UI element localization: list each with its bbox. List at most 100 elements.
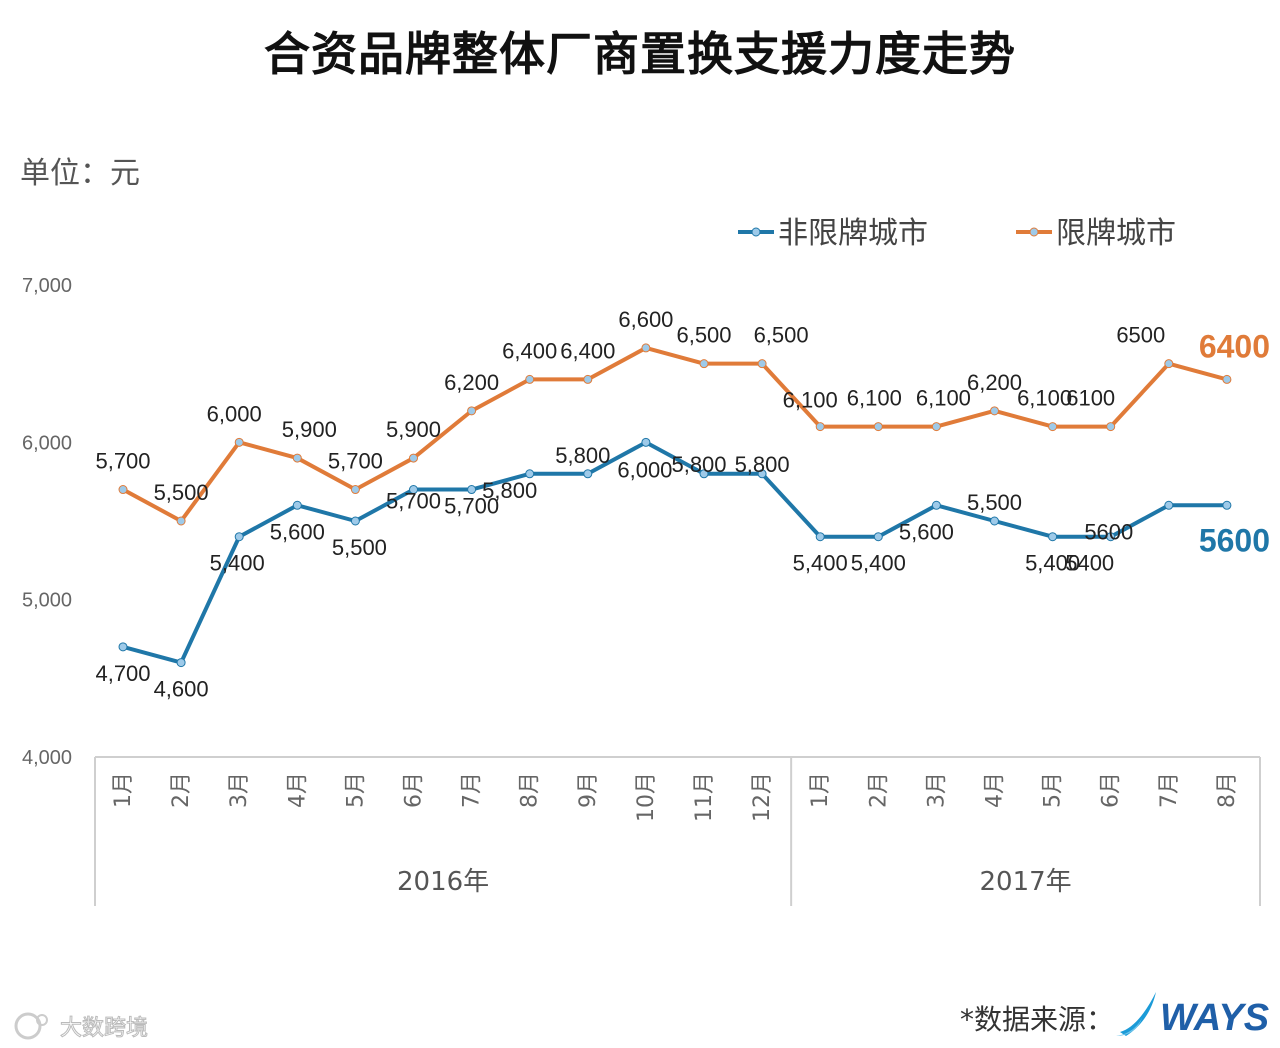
x-tick-label: 6月 — [1099, 772, 1124, 808]
data-point-unrestricted — [1106, 532, 1116, 542]
x-tick-label: 2月 — [169, 772, 194, 808]
data-label-restricted: 5,900 — [386, 417, 441, 442]
data-point-restricted — [815, 422, 825, 432]
data-label-unrestricted: 5,700 — [444, 494, 499, 519]
data-point-restricted — [525, 374, 535, 384]
y-tick-label: 6,000 — [22, 432, 72, 454]
data-label-restricted: 6,500 — [754, 323, 809, 348]
data-label-unrestricted: 5,800 — [671, 452, 726, 477]
data-point-restricted — [292, 453, 302, 463]
data-point-restricted — [234, 437, 244, 447]
legend-marker-unrestricted — [751, 227, 761, 237]
year-group-label: 2017年 — [979, 867, 1071, 897]
data-label-restricted: 5,700 — [95, 449, 150, 474]
data-point-restricted — [873, 422, 883, 432]
data-label-unrestricted: 6,000 — [617, 457, 672, 482]
x-tick-label: 6月 — [402, 772, 427, 808]
data-point-unrestricted — [931, 500, 941, 510]
data-label-restricted: 5,700 — [328, 449, 383, 474]
y-tick-label: 7,000 — [22, 275, 72, 297]
watermark-text: 大数跨境 — [60, 1016, 148, 1041]
final-value-unrestricted: 5600 — [1199, 522, 1270, 558]
data-label-unrestricted: 4,600 — [154, 677, 209, 702]
x-tick-label: 8月 — [1215, 772, 1240, 808]
data-point-unrestricted — [176, 658, 186, 668]
data-label-restricted: 6,100 — [1017, 386, 1072, 411]
data-point-restricted — [757, 359, 767, 369]
data-point-unrestricted — [873, 532, 883, 542]
x-tick-label: 4月 — [983, 772, 1008, 808]
data-point-restricted — [990, 406, 999, 416]
data-label-unrestricted: 5,500 — [332, 535, 387, 560]
data-point-restricted — [1048, 422, 1058, 432]
data-label-unrestricted: 5,700 — [386, 489, 441, 514]
data-label-unrestricted: 5,800 — [735, 452, 790, 477]
data-point-restricted — [118, 485, 128, 495]
data-label-restricted: 6100 — [1066, 386, 1115, 411]
data-label-unrestricted: 5,800 — [555, 443, 610, 468]
x-tick-label: 8月 — [518, 772, 543, 808]
x-tick-label: 2月 — [866, 772, 891, 808]
data-label-restricted: 5,500 — [154, 480, 209, 505]
data-point-unrestricted — [234, 532, 244, 542]
data-label-unrestricted: 5,400 — [793, 551, 848, 576]
data-point-unrestricted — [1048, 532, 1058, 542]
series-line-restricted — [122, 345, 1228, 523]
data-point-restricted — [409, 453, 418, 463]
data-point-unrestricted — [292, 500, 302, 510]
data-label-restricted: 6,100 — [916, 386, 971, 411]
data-label-restricted: 6,600 — [618, 307, 673, 332]
data-label-unrestricted: 5600 — [1084, 519, 1133, 544]
data-point-unrestricted — [699, 469, 709, 479]
data-point-restricted — [699, 359, 709, 369]
source-label: *数据来源： — [960, 1003, 1115, 1036]
x-tick-label: 3月 — [227, 772, 252, 808]
data-point-restricted — [1222, 374, 1232, 384]
data-point-restricted — [1164, 359, 1174, 369]
x-tick-label: 5月 — [343, 772, 368, 808]
series-line-unrestricted — [122, 440, 1227, 665]
data-point-unrestricted — [641, 437, 651, 447]
y-tick-label: 4,000 — [22, 747, 72, 769]
data-point-unrestricted — [583, 469, 593, 479]
x-tick-label: 7月 — [1157, 772, 1182, 808]
year-group-label: 2016年 — [397, 867, 489, 897]
data-point-unrestricted — [409, 485, 418, 495]
data-label-unrestricted: 5,500 — [967, 490, 1022, 515]
data-point-unrestricted — [1164, 500, 1174, 510]
data-label-restricted: 6,100 — [783, 388, 838, 413]
data-point-restricted — [641, 343, 651, 353]
data-label-restricted: 5,900 — [282, 417, 337, 442]
data-label-restricted: 6,000 — [207, 401, 262, 426]
data-label-restricted: 6,400 — [560, 338, 615, 363]
data-point-restricted — [350, 485, 360, 495]
data-label-unrestricted: 5,800 — [482, 478, 537, 503]
data-point-restricted — [931, 422, 941, 432]
data-label-unrestricted: 5,400 — [210, 551, 265, 576]
data-point-restricted — [467, 406, 477, 416]
data-label-restricted: 6,400 — [502, 338, 557, 363]
data-label-unrestricted: 5,600 — [270, 519, 325, 544]
legend-label-restricted: 限牌城市 — [1056, 216, 1176, 251]
data-point-unrestricted — [990, 516, 999, 526]
y-tick-label: 5,000 — [22, 590, 72, 612]
x-tick-label: 10月 — [634, 772, 659, 822]
data-point-unrestricted — [467, 485, 477, 495]
unit-label: 单位：元 — [20, 156, 140, 191]
x-tick-label: 9月 — [576, 772, 601, 808]
data-label-unrestricted: 4,700 — [95, 661, 150, 686]
watermark: 大数跨境 — [14, 1012, 149, 1042]
ways-swoosh-icon — [1120, 992, 1156, 1036]
x-tick-label: 3月 — [924, 772, 949, 808]
data-label-unrestricted: 5,400 — [1025, 551, 1080, 576]
data-label-unrestricted: 5400 — [1065, 551, 1114, 576]
data-label-restricted: 6,200 — [967, 370, 1022, 395]
data-point-unrestricted — [525, 469, 535, 479]
data-label-restricted: 6500 — [1116, 323, 1165, 348]
x-tick-label: 1月 — [111, 772, 136, 808]
data-point-restricted — [176, 516, 186, 526]
watermark-icon — [14, 1012, 42, 1040]
data-point-unrestricted — [1222, 500, 1232, 510]
